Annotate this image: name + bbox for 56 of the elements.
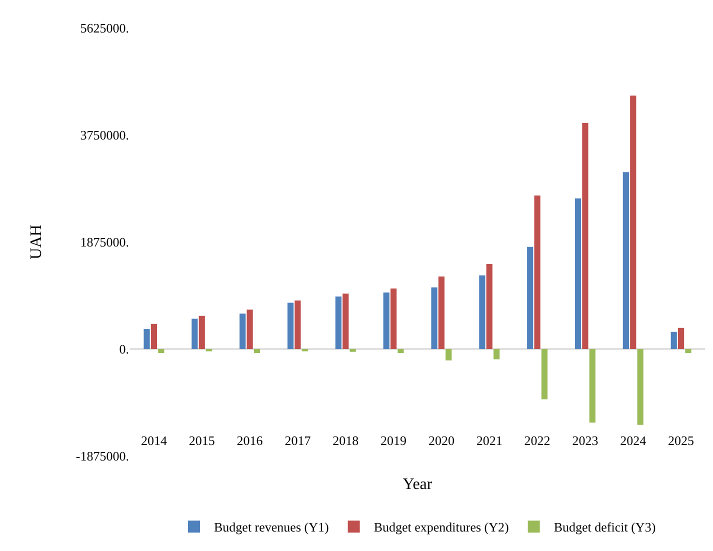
bar — [390, 288, 397, 349]
bar — [527, 246, 534, 349]
x-tick-label: 2014 — [140, 433, 168, 448]
legend-label: Budget expenditures (Y2) — [374, 520, 509, 535]
bar — [342, 294, 349, 349]
bar — [479, 275, 486, 349]
bar — [589, 349, 596, 423]
bar — [431, 287, 438, 349]
bar — [398, 349, 404, 353]
bar — [335, 296, 342, 349]
x-tick-label: 2022 — [524, 433, 550, 448]
bar — [630, 96, 636, 349]
bar — [582, 123, 588, 349]
y-tick-label: 0. — [119, 342, 129, 357]
bar — [383, 292, 390, 349]
legend-label: Budget revenues (Y1) — [214, 520, 329, 535]
bar — [534, 195, 540, 349]
y-tick-label: -1875000. — [76, 448, 129, 464]
bar — [678, 328, 684, 349]
x-tick-label: 2021 — [476, 433, 502, 448]
y-tick-label: 5625000. — [80, 20, 129, 36]
bar — [670, 332, 677, 349]
x-tick-label: 2025 — [668, 433, 694, 448]
x-axis-title: Year — [402, 476, 433, 494]
x-tick-label: 2017 — [284, 433, 312, 448]
bar — [144, 329, 150, 349]
bar — [438, 276, 445, 349]
bar — [350, 349, 356, 352]
x-tick-label: 2019 — [380, 433, 407, 448]
bar — [637, 349, 644, 425]
legend-label: Budget deficit (Y3) — [554, 520, 656, 535]
bar — [198, 316, 205, 349]
x-tick-label: 2020 — [428, 433, 454, 448]
x-tick-label: 2016 — [236, 433, 264, 448]
bar — [622, 172, 629, 349]
bar — [486, 264, 492, 349]
bar — [685, 349, 692, 353]
bar — [287, 302, 294, 349]
y-axis-title: UAH — [28, 224, 45, 260]
bar — [541, 349, 548, 400]
y-tick-label: 3750000. — [80, 128, 129, 143]
bar — [294, 300, 301, 349]
y-tick-label: 1875000. — [80, 234, 129, 250]
x-tick-label: 2018 — [332, 433, 359, 448]
bar — [158, 349, 164, 353]
bar — [192, 318, 198, 349]
bar — [150, 324, 158, 349]
bar — [574, 198, 582, 349]
x-tick-label: 2015 — [188, 433, 215, 448]
x-tick-label: 2024 — [620, 433, 647, 448]
bar — [246, 310, 253, 349]
bar — [254, 349, 260, 353]
bar — [446, 349, 452, 360]
x-tick-label: 2023 — [572, 433, 598, 448]
bar — [494, 349, 500, 360]
bar — [240, 314, 246, 349]
